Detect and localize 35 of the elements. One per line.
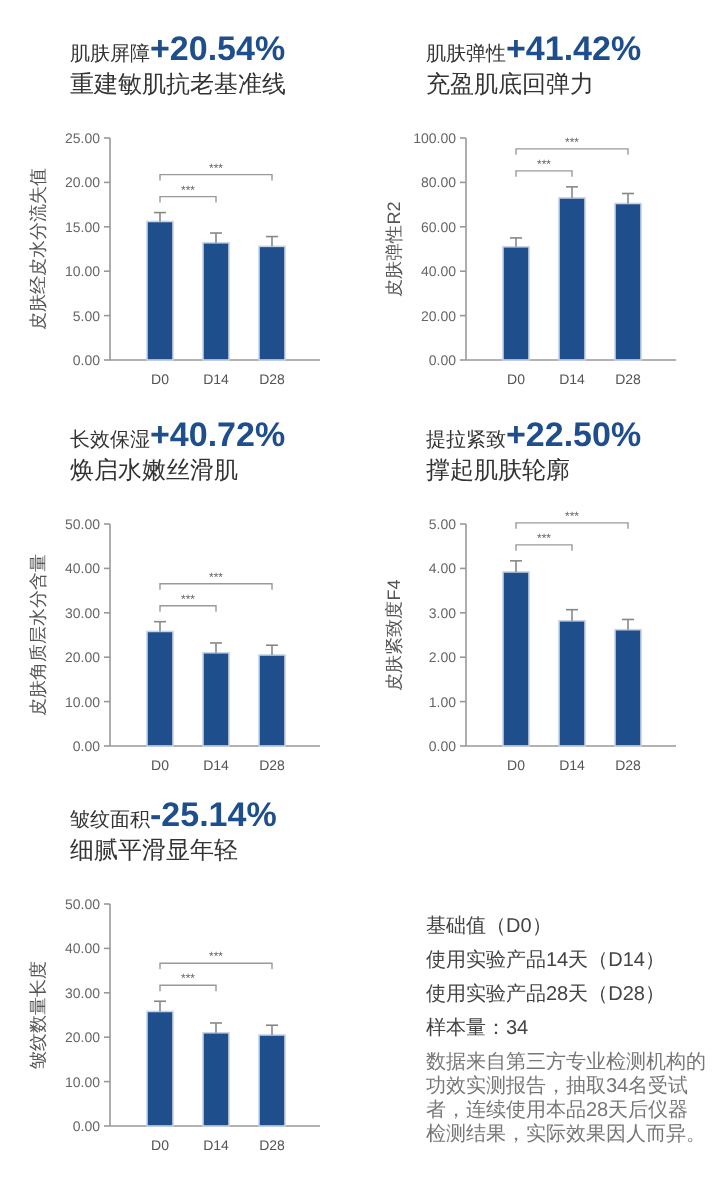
chart-subtitle: 撑起肌肤轮廓 [426,456,570,484]
chart-title: 皱纹面积-25.14% [70,796,277,834]
bar [258,654,286,747]
bar [502,245,530,361]
y-axis-title: 皮肤经皮水分流失值 [28,168,48,330]
bar [202,241,230,361]
chart-title: 肌肤屏障+20.54% [70,30,286,68]
text: 使用实验产品28天（D28） [426,984,667,1008]
chart-title: 肌肤弹性+41.42% [426,30,642,68]
chart-subtitle: 细腻平滑显年轻 [70,836,238,864]
bar [558,197,586,361]
y-axis-title: 皱纹数量长度 [28,961,48,1069]
bar [146,1010,174,1127]
text: 数据来自第三方专业检测机构的功效实测报告，抽取34名受试者，连续使用本品28天后仪器检测结果，实际效果因人而异。 [426,1052,706,1148]
bar [146,630,174,747]
bar [202,1031,230,1127]
bar [202,651,230,747]
bar [558,619,586,747]
chart-title: 长效保湿+40.72% [70,416,286,454]
text: 样本量：34 [426,1018,531,1042]
y-axis-title: 皮肤弹性R2 [384,201,404,297]
chart-subtitle: 重建敏肌抗老基准线 [70,70,286,98]
y-axis-title: 皮肤角质层水分含量 [28,554,48,716]
bar [146,220,174,361]
chart-subtitle: 充盈肌底回弹力 [426,70,594,98]
bar [258,245,286,361]
bar [502,571,530,747]
chart-subtitle: 焕启水嫩丝滑肌 [70,456,238,484]
bar [614,202,642,361]
bar [614,628,642,747]
bar [258,1034,286,1127]
text: 基础值（D0） [426,916,554,940]
y-axis-title: 皮肤紧致度F4 [384,579,404,691]
text: 使用实验产品14天（D14） [426,950,667,974]
chart-title: 提拉紧致+22.50% [426,416,642,454]
